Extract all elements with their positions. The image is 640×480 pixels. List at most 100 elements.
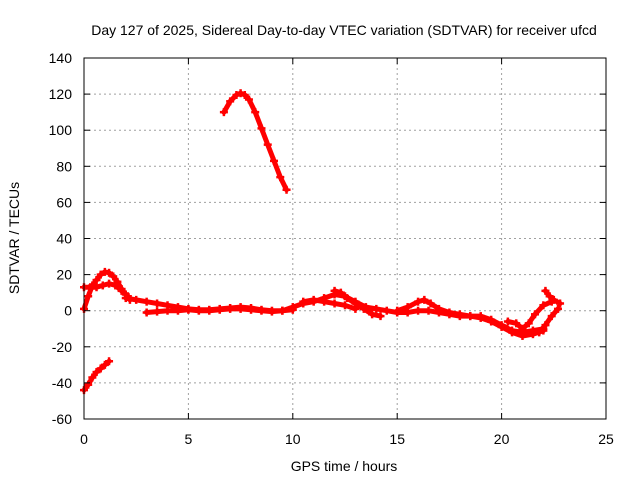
data-point [84,380,93,389]
series-line-arc-end-b [536,306,561,335]
data-point [351,304,360,313]
data-point [445,310,454,319]
y-tick-label: 140 [49,50,73,66]
data-point [518,324,527,333]
data-point [96,364,105,373]
data-point [244,95,253,104]
data-point [205,306,214,315]
data-point [547,312,556,321]
data-point [267,307,276,316]
data-point [531,310,540,319]
x-tick-label: 20 [494,431,510,447]
data-point [434,308,443,317]
data-point [549,295,558,304]
data-point [426,299,435,308]
data-point [414,297,423,306]
data-point [257,124,266,133]
data-point [341,301,349,310]
data-point [528,330,537,339]
data-point [372,304,381,313]
data-point [194,306,203,315]
data-point [142,297,151,306]
data-point [276,173,285,182]
data-point [553,304,562,313]
data-point [541,286,550,295]
data-point [215,305,224,314]
data-point [98,281,107,290]
data-point [508,328,517,337]
data-point [219,108,228,117]
data-point [270,156,279,165]
x-tick-label: 10 [285,431,301,447]
data-point [257,306,266,315]
y-tick-label: 80 [56,158,72,174]
data-point [142,308,151,317]
data-point [359,304,368,313]
data-point [282,185,291,194]
data-point [163,306,172,315]
data-point [556,299,565,308]
data-point [541,321,550,330]
data-point [96,270,105,279]
data-point [278,306,287,315]
data-point [117,286,126,295]
data-point [226,304,235,313]
data-point [232,91,241,100]
y-tick-label: 20 [56,267,72,283]
data-point [309,295,318,304]
data-point [330,286,339,295]
data-point [455,312,464,321]
data-point [539,301,548,310]
y-tick-label: 0 [64,303,72,319]
data-point [92,368,101,377]
data-point [524,319,533,328]
x-tick-label: 15 [389,431,405,447]
x-axis-label: GPS time / hours [291,458,398,474]
series-line-arc-high [221,90,289,193]
y-tick-label: 60 [56,194,72,210]
data-point [424,306,433,315]
y-tick-label: 120 [49,86,73,102]
data-point [420,295,429,304]
data-point [153,299,162,308]
data-point [535,328,544,337]
data-point [132,295,141,304]
data-point [343,294,352,303]
data-point [247,305,256,314]
y-tick-label: 100 [49,122,73,138]
data-point [466,312,475,321]
data-point [251,108,260,117]
data-point [236,304,245,313]
y-tick-label: 40 [56,231,72,247]
data-point [487,317,496,326]
data-point [503,317,512,326]
data-point [105,268,114,277]
data-point [105,279,114,288]
data-point [518,331,527,340]
x-tick-label: 0 [80,431,88,447]
data-point [153,307,162,316]
data-point [111,281,120,290]
data-point [100,360,109,369]
data-point [288,305,297,314]
y-axis-label: SDTVAR / TECUs [6,182,22,294]
x-tick-label: 5 [185,431,193,447]
x-tick-label: 25 [598,431,614,447]
data-series [80,89,565,395]
data-point [92,276,101,285]
data-point [92,283,101,292]
chart-title: Day 127 of 2025, Sidereal Day-to-day VTE… [91,22,597,38]
data-point [336,288,345,297]
data-point [330,299,339,308]
y-tick-label: -60 [52,411,72,427]
data-point [236,89,245,98]
data-point [512,319,521,328]
data-point [414,306,423,315]
data-point [109,272,118,281]
data-point [84,292,93,301]
axis-ticks: -60 -40 -20 0 20 40 60 80 100 120 140 0 5 10 15 20 25 [49,50,614,447]
data-point [299,297,308,306]
data-point [88,373,97,382]
data-point [263,140,272,149]
data-point [368,310,377,319]
